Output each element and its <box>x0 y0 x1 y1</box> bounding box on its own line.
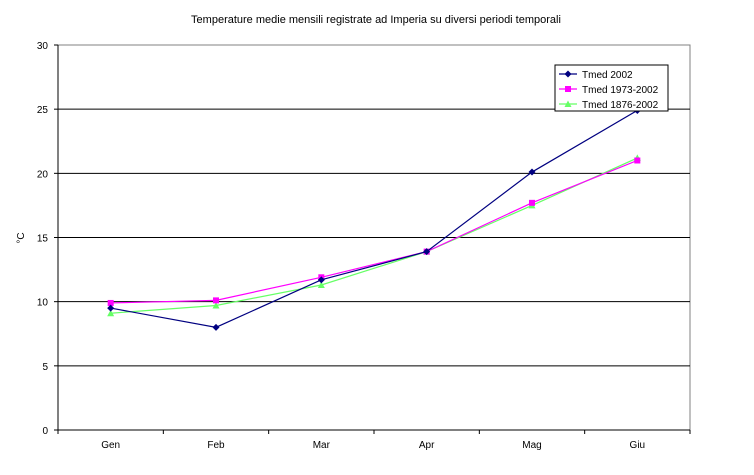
y-tick-label: 5 <box>42 362 48 373</box>
x-tick-label: Apr <box>419 440 435 451</box>
legend-label: Tmed 1973-2002 <box>582 85 659 96</box>
y-tick-label: 30 <box>37 41 49 52</box>
series-line <box>110 157 638 314</box>
data-point <box>564 100 572 107</box>
data-point <box>423 248 431 256</box>
legend: Tmed 2002 Tmed 1973-2002 Tmed 1876-2002 <box>554 64 669 112</box>
chart-title: Temperature medie mensili registrate ad … <box>191 14 561 26</box>
data-point <box>528 168 536 176</box>
x-tick-label: Gen <box>101 440 120 451</box>
data-point <box>529 199 535 206</box>
x-tick-label: Mar <box>313 440 331 451</box>
data-point <box>212 323 220 331</box>
y-tick-label: 25 <box>37 105 49 116</box>
data-point <box>317 281 325 288</box>
data-point <box>634 157 641 164</box>
data-point <box>565 86 571 92</box>
legend-label: Tmed 1876-2002 <box>582 100 659 111</box>
data-point <box>213 297 219 304</box>
legend-entry: Tmed 2002 <box>559 70 633 81</box>
data-point <box>212 302 220 309</box>
data-point <box>107 309 115 317</box>
data-point <box>564 70 572 78</box>
legend-entry: Tmed 1876-2002 <box>559 100 659 111</box>
y-tick-label: 0 <box>42 426 48 437</box>
y-tick-label: 15 <box>37 234 49 245</box>
x-axis-ticks: Gen Feb Mar Apr Mag Giu <box>57 429 691 451</box>
legend-entry: Tmed 1973-2002 <box>559 85 659 96</box>
data-point <box>107 299 114 306</box>
legend-box <box>554 64 669 112</box>
x-tick-label: Giu <box>630 440 646 451</box>
y-axis-label: °C <box>16 232 27 243</box>
y-tick-label: 10 <box>37 298 49 309</box>
y-tick-label: 20 <box>37 169 49 180</box>
series-layer <box>107 106 641 331</box>
x-tick-label: Feb <box>207 440 225 451</box>
x-tick-label: Mag <box>522 440 541 451</box>
series-line <box>110 109 638 328</box>
series-line <box>110 159 638 304</box>
legend-label: Tmed 2002 <box>582 70 633 81</box>
data-point <box>317 276 325 284</box>
data-point <box>107 304 115 312</box>
y-axis-ticks: 0 5 10 15 20 25 30 <box>37 41 59 437</box>
